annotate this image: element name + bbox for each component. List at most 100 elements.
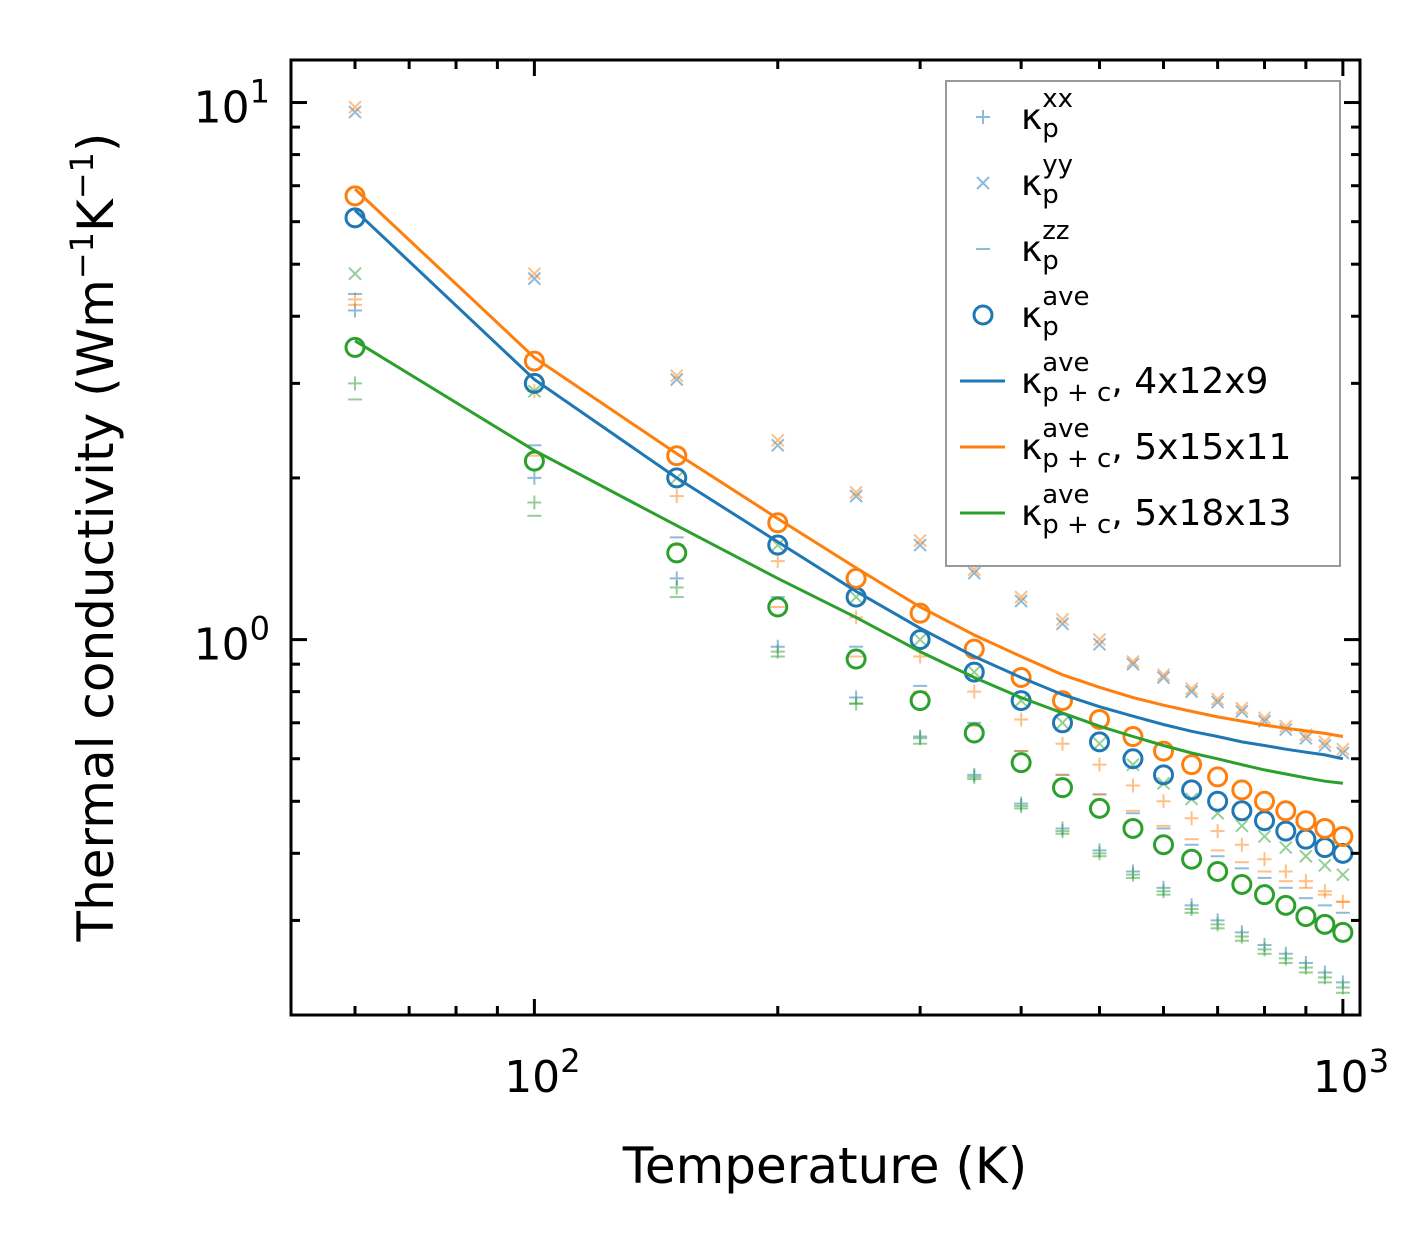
series-o-ff7f0e-point bbox=[1275, 800, 1297, 822]
series-plus-ff7f0e-point bbox=[1234, 837, 1249, 852]
series-o-ff7f0e-point bbox=[666, 445, 688, 467]
series-plus-ff7f0e-point bbox=[1257, 852, 1272, 867]
series-plus-ff7f0e-point bbox=[1092, 757, 1107, 772]
tick-label-layer: 102 103 100 101 bbox=[194, 73, 1389, 1103]
legend-label: κzz p bbox=[1021, 216, 1070, 276]
series-x-2ca02c-point bbox=[348, 267, 362, 281]
series-x-ff7f0e-point bbox=[849, 485, 863, 500]
series-o-2ca02c-point bbox=[767, 596, 789, 618]
series-o-1f77b4-point bbox=[1153, 764, 1175, 786]
plot-frame bbox=[289, 58, 1362, 1017]
x-tick-label: 102 bbox=[504, 1042, 580, 1103]
series-x-2ca02c-point bbox=[1092, 736, 1107, 751]
series-x-1f77b4-point bbox=[1318, 738, 1332, 753]
series-x-ff7f0e-point bbox=[1336, 742, 1350, 756]
series-o-ff7f0e-point bbox=[1122, 726, 1144, 748]
legend-marker bbox=[976, 176, 990, 190]
x-axis-label: Temperature (K) bbox=[622, 1137, 1027, 1195]
series-plus-2ca02c-point bbox=[1055, 824, 1070, 839]
series-x-1f77b4-point bbox=[913, 538, 927, 552]
series-o-2ca02c-point bbox=[1088, 797, 1110, 819]
series-plus-ff7f0e-point bbox=[669, 489, 684, 504]
series-x-ff7f0e-point bbox=[1014, 590, 1028, 604]
series-o-ff7f0e-point bbox=[1010, 667, 1032, 689]
y-tick-label: 100 bbox=[194, 610, 270, 671]
series-x-2ca02c-point bbox=[1055, 716, 1070, 730]
series-o-1f77b4-point bbox=[1332, 842, 1354, 864]
series-x-1f77b4-point bbox=[348, 105, 362, 119]
series-plus-2ca02c-point bbox=[1156, 884, 1171, 899]
legend-entry: κave p + c, 5x15x11 bbox=[960, 414, 1291, 474]
series-o-2ca02c-point bbox=[1153, 834, 1175, 856]
series-o-ff7f0e-point bbox=[1254, 790, 1276, 812]
series-plus-2ca02c-point bbox=[967, 769, 982, 784]
series-plus-ff7f0e-point bbox=[1278, 864, 1293, 879]
series-o-1f77b4-point bbox=[909, 629, 931, 651]
series-plus-2ca02c-point bbox=[1092, 846, 1107, 861]
series-plus-2ca02c-point bbox=[1125, 867, 1140, 882]
series-o-1f77b4-point bbox=[1254, 810, 1276, 832]
series-plus-2ca02c-point bbox=[1184, 902, 1199, 917]
series-o-ff7f0e-point bbox=[1051, 690, 1073, 712]
series-o-ff7f0e-point bbox=[1231, 779, 1253, 801]
series-x-1f77b4-point bbox=[527, 271, 542, 286]
series-plus-2ca02c-point bbox=[669, 580, 684, 595]
series-o-1f77b4-point bbox=[523, 372, 545, 394]
legend-label: κxx p bbox=[1021, 84, 1073, 144]
legend-entry: κave p + c, 4x12x9 bbox=[960, 348, 1268, 408]
series-x-ff7f0e-point bbox=[348, 100, 362, 114]
series-line-2ca02c-line bbox=[354, 339, 1344, 785]
legend-entry: κave p bbox=[972, 282, 1090, 342]
legend-marker bbox=[976, 110, 990, 124]
series-line-ff7f0e-line bbox=[353, 188, 1344, 738]
legend-entry: κzz p bbox=[976, 216, 1070, 276]
series-x-ff7f0e-point bbox=[1257, 711, 1272, 725]
x-tick-label: 103 bbox=[1313, 1042, 1389, 1103]
series-o-2ca02c-point bbox=[909, 690, 931, 712]
legend-entry: κave p + c, 5x18x13 bbox=[960, 480, 1291, 540]
series-x-2ca02c-point bbox=[1257, 829, 1272, 844]
series-o-2ca02c-point bbox=[1254, 884, 1276, 906]
series-o-ff7f0e-point bbox=[1295, 810, 1317, 832]
series-plus-ff7f0e-point bbox=[1125, 778, 1140, 793]
series-o-ff7f0e-point bbox=[1314, 817, 1336, 839]
series-o-1f77b4-point bbox=[1207, 790, 1229, 812]
marks-layer bbox=[344, 100, 1354, 995]
series-o-2ca02c-point bbox=[1181, 848, 1203, 870]
series-plus-2ca02c-point bbox=[527, 495, 542, 510]
series-plus-2ca02c-point bbox=[1014, 798, 1029, 813]
series-plus-ff7f0e-point bbox=[1298, 874, 1313, 889]
series-x-1f77b4-point bbox=[1156, 670, 1171, 685]
series-plus-ff7f0e-point bbox=[967, 684, 982, 699]
series-x-ff7f0e-point bbox=[1126, 654, 1140, 669]
series-o-1f77b4-point bbox=[1231, 800, 1253, 822]
series-x-1f77b4-point bbox=[1092, 637, 1107, 652]
series-o-1f77b4-point bbox=[1122, 748, 1144, 770]
series-o-2ca02c-point bbox=[1314, 913, 1336, 935]
series-x-2ca02c-point bbox=[1299, 849, 1313, 863]
legend-label: κave p bbox=[1021, 282, 1090, 342]
series-x-ff7f0e-point bbox=[1184, 682, 1199, 696]
axes-layer bbox=[289, 58, 1362, 1017]
series-x-1f77b4-point bbox=[1014, 594, 1028, 608]
series-o-ff7f0e-point bbox=[1153, 740, 1175, 762]
series-plus-ff7f0e-point bbox=[1210, 824, 1225, 839]
series-x-ff7f0e-point bbox=[1156, 668, 1171, 682]
series-x-2ca02c-point bbox=[1126, 757, 1140, 772]
series-x-ff7f0e-point bbox=[670, 368, 684, 383]
series-o-2ca02c-point bbox=[1207, 861, 1229, 883]
series-plus-ff7f0e-point bbox=[1055, 736, 1070, 751]
series-x-2ca02c-point bbox=[1235, 819, 1249, 833]
legend-marker bbox=[972, 304, 994, 326]
series-o-2ca02c-point bbox=[963, 722, 985, 744]
series-x-ff7f0e-point bbox=[527, 267, 542, 281]
series-o-1f77b4-point bbox=[1314, 837, 1336, 859]
series-x-ff7f0e-point bbox=[1210, 692, 1225, 706]
legend-label: κyy p bbox=[1021, 150, 1073, 210]
series-o-ff7f0e-point bbox=[523, 350, 545, 372]
series-x-2ca02c-point bbox=[913, 632, 927, 647]
series-plus-ff7f0e-point bbox=[1317, 884, 1332, 899]
series-x-1f77b4-point bbox=[1184, 684, 1199, 699]
